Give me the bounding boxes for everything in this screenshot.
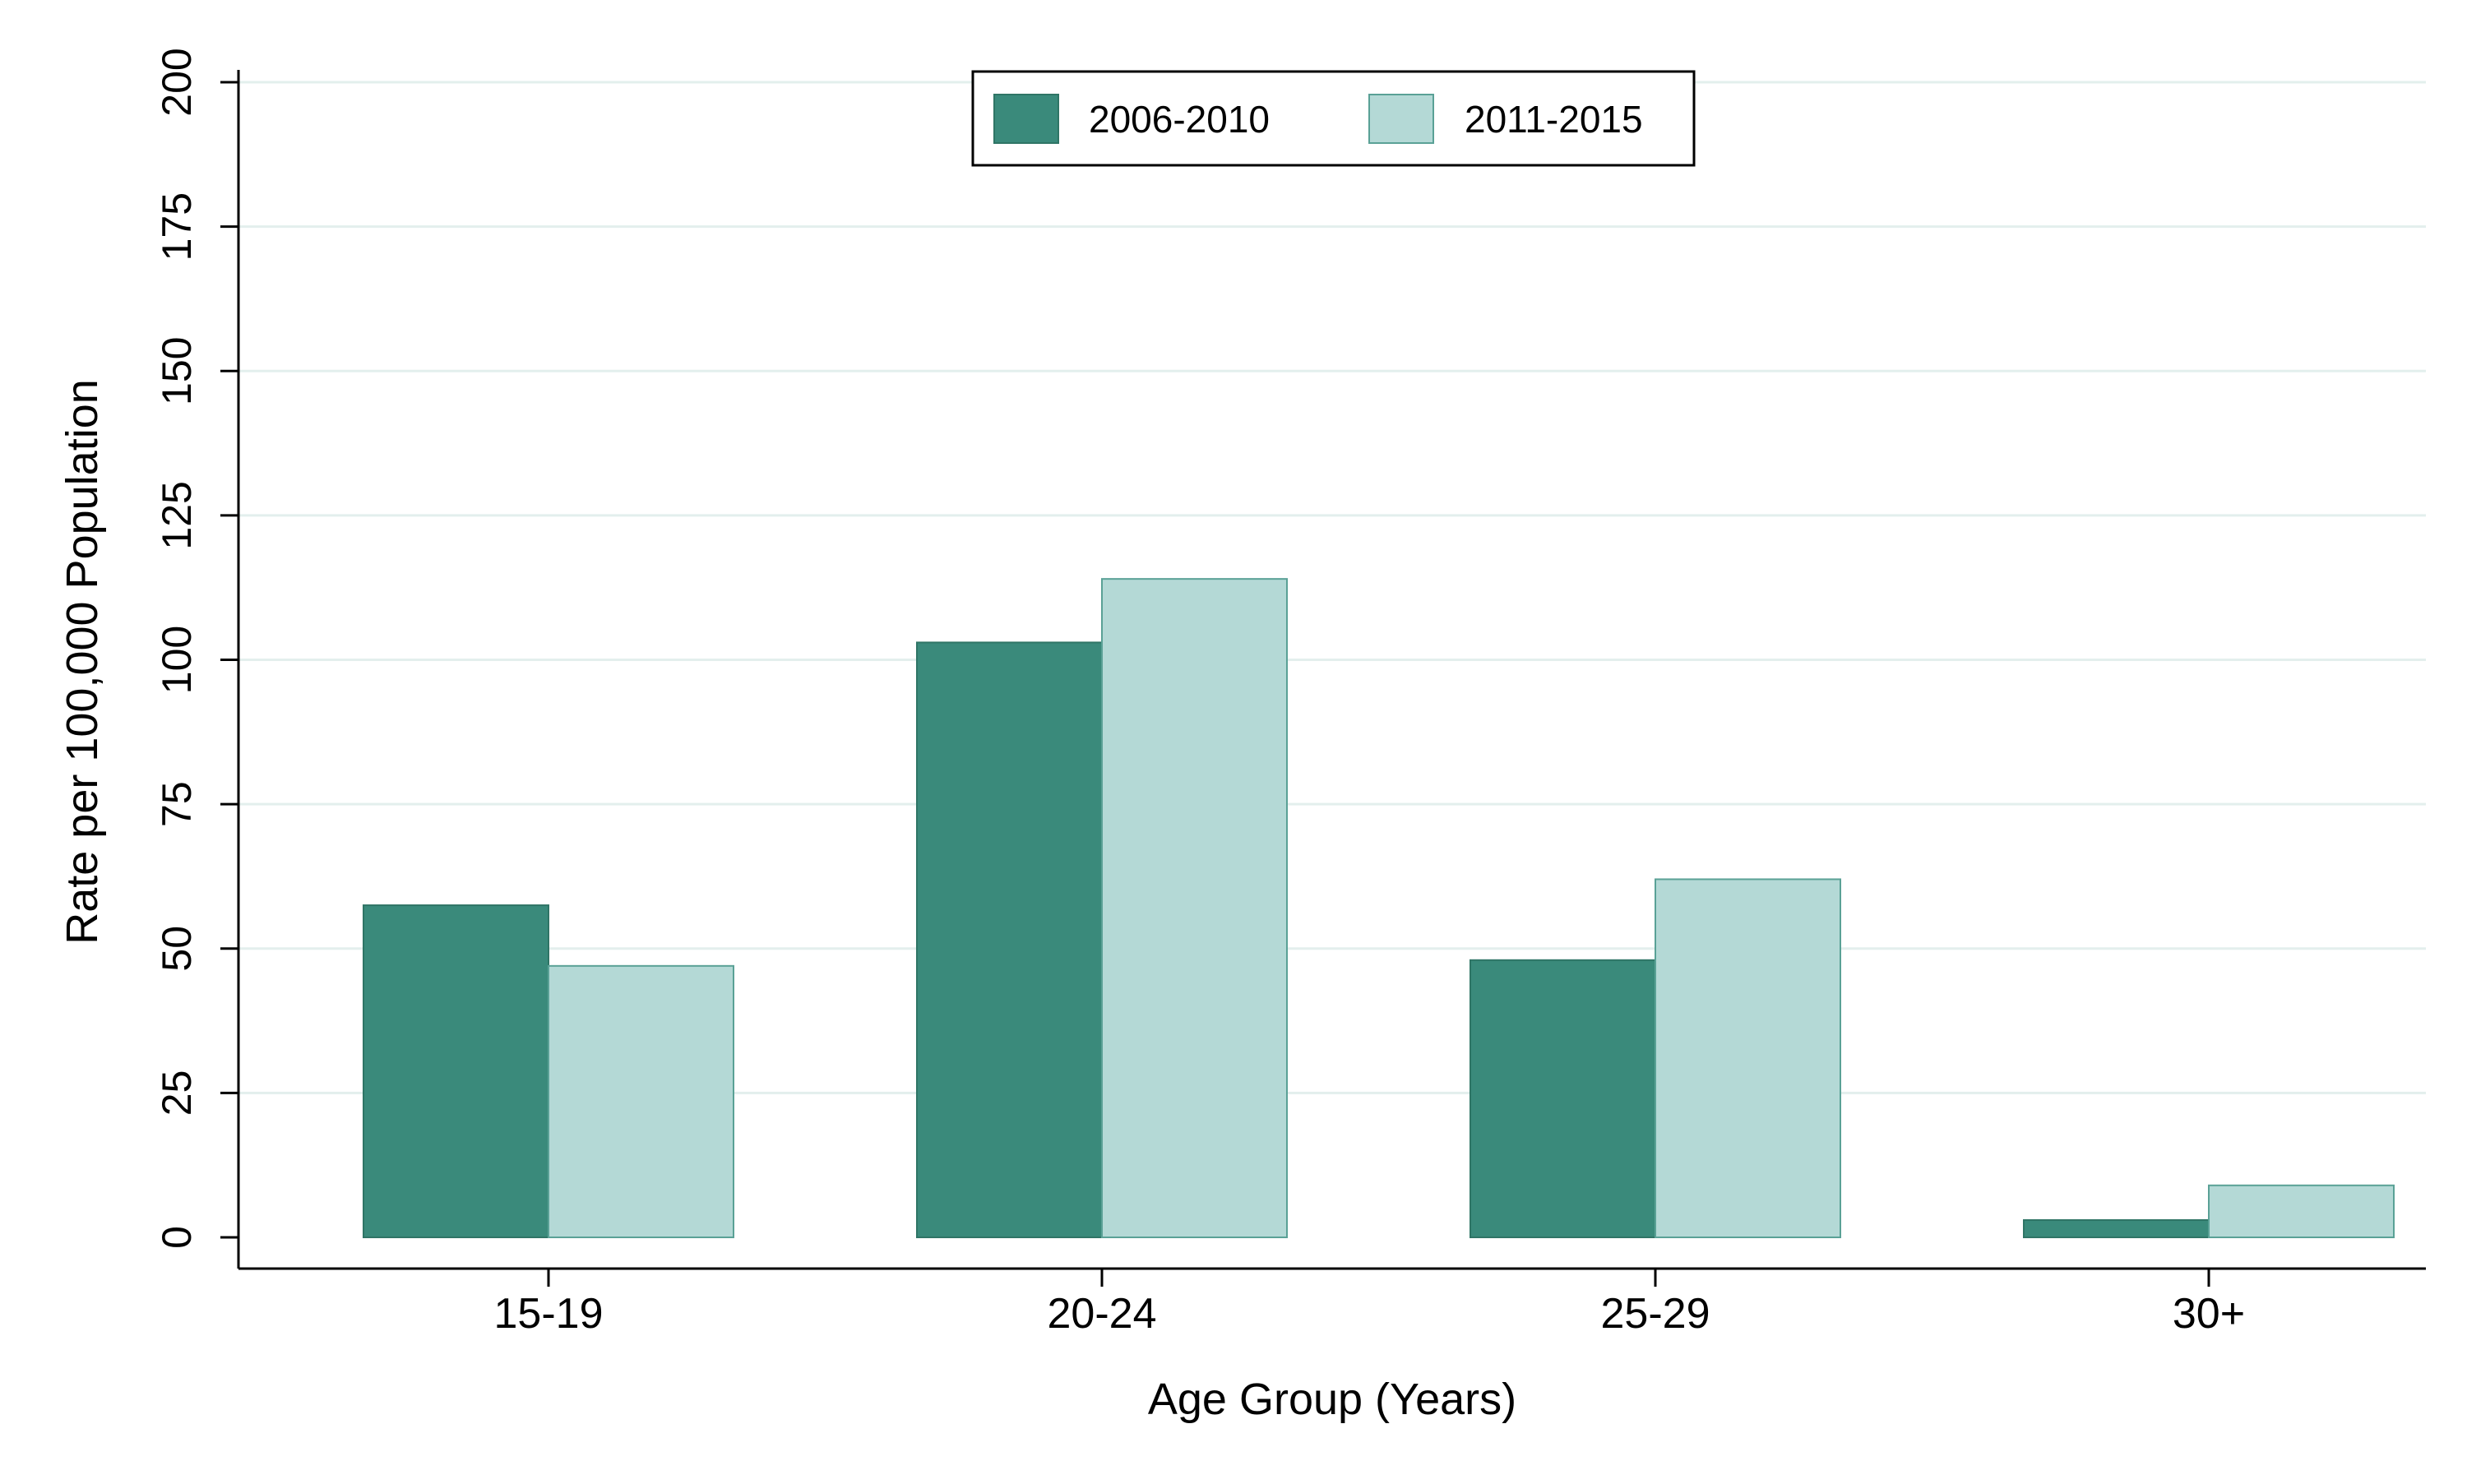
y-tick-label: 50 [154, 926, 200, 972]
legend-label-2011-2015: 2011-2015 [1465, 98, 1643, 141]
axes [220, 70, 2426, 1287]
y-tick-label: 150 [154, 337, 200, 405]
bar-2011-2015-25-29 [1655, 878, 1841, 1238]
y-tick-label: 100 [154, 626, 200, 694]
bar-2006-2010-15-19 [363, 904, 549, 1238]
legend-swatch-2006-2010 [993, 94, 1059, 144]
legend-swatch-2011-2015 [1368, 94, 1434, 144]
bar-2006-2010-25-29 [1470, 959, 1656, 1239]
x-tick-label: 25-29 [1601, 1290, 1710, 1338]
bars [363, 578, 2395, 1239]
bar-2006-2010-30+ [2023, 1218, 2210, 1239]
y-tick-label: 25 [154, 1070, 200, 1116]
y-tick-label: 0 [154, 1226, 200, 1249]
y-tick-label: 125 [154, 481, 200, 549]
legend-label-2006-2010: 2006-2010 [1089, 98, 1270, 141]
y-tick-label: 200 [154, 48, 200, 116]
bar-2006-2010-20-24 [916, 641, 1103, 1238]
legend: 2006-2010 2011-2015 [971, 70, 1696, 167]
x-tick-label: 30+ [2173, 1290, 2245, 1338]
x-tick-label: 15-19 [494, 1290, 604, 1338]
tick-labels: 0 25 50 75 100 125 150 175 200 15-19 20-24 25-29 30+ [154, 48, 2245, 1338]
x-tick-label: 20-24 [1048, 1290, 1157, 1338]
y-tick-label: 175 [154, 192, 200, 261]
bar-2011-2015-20-24 [1101, 578, 1288, 1238]
x-axis-title: Age Group (Years) [1148, 1375, 1516, 1424]
y-axis-title: Rate per 100,000 Population [58, 379, 107, 945]
y-tick-label: 75 [154, 781, 200, 827]
bar-2011-2015-30+ [2208, 1184, 2395, 1239]
bar-2011-2015-15-19 [548, 964, 734, 1238]
legend-box [971, 70, 1696, 167]
